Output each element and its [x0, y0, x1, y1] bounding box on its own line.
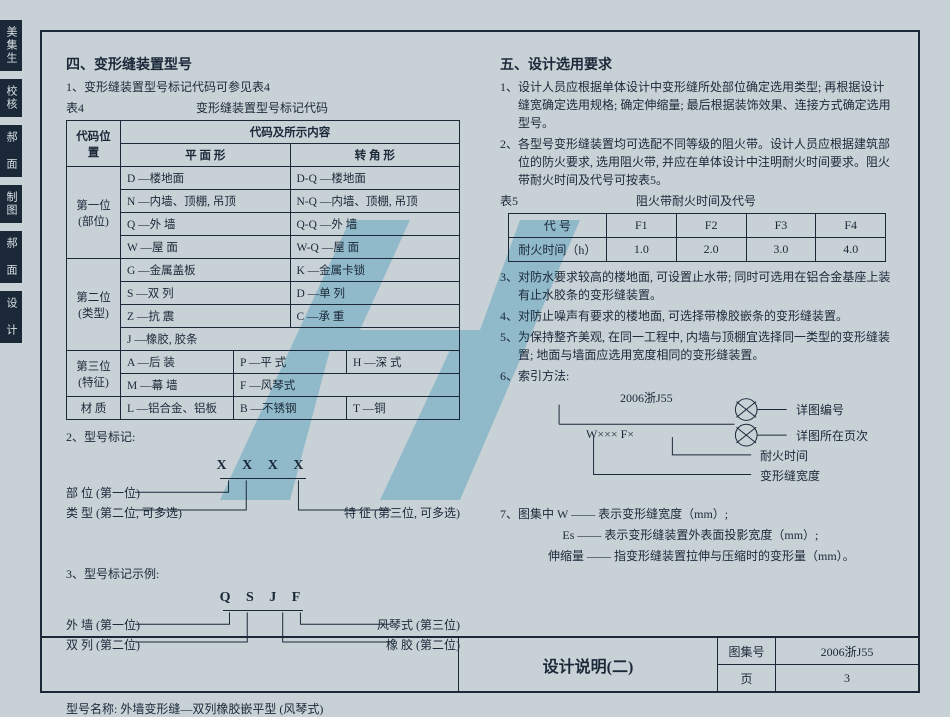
- right-column: 五、设计选用要求 1、设计人员应根据单体设计中变形缝所处部位确定选用类型; 再根…: [500, 50, 894, 628]
- table5-header-row: 表5 阻火带耐火时间及代号: [500, 192, 894, 210]
- side-tabs: 美集生 校核 郝 面 制图 郝 面 设 计: [0, 20, 40, 351]
- para-6: 6、索引方法:: [500, 367, 894, 385]
- page-label: 页: [718, 665, 776, 691]
- para-7c: 伸缩量 —— 指变形缝装置拉伸与压缩时的变形量（mm）。: [500, 547, 894, 565]
- side-tab: 郝 面: [0, 231, 22, 283]
- table-5: 代 号 F1 F2 F3 F4 耐火时间（h） 1.0 2.0 3.0 4.0: [508, 213, 886, 262]
- item-1: 1、变形缝装置型号标记代码可参见表4: [66, 78, 460, 96]
- sheet-title: 设计说明(二): [458, 638, 718, 691]
- para-7b: Es —— 表示变形缝装置外表面投影宽度（mm）;: [500, 526, 894, 544]
- table-4b: 第三位 (特征) A —后 装P —平 式H —深 式 M —幕 墙F —风琴式…: [66, 350, 460, 420]
- side-tab: 郝 面: [0, 125, 22, 177]
- example-caption: 型号名称: 外墙变形缝—双列橡胶嵌平型 (风琴式): [66, 700, 460, 717]
- set-value: 2006浙J55: [776, 638, 918, 664]
- set-label: 图集号: [718, 638, 776, 664]
- side-tab: 设 计: [0, 291, 22, 343]
- para-7a: 7、图集中 W —— 表示变形缝宽度（mm）;: [500, 505, 894, 523]
- anno-qsjf: Q S J F 外 墙 (第一位) 双 列 (第二位) 风琴式 (第三位) 橡 …: [66, 586, 460, 696]
- para-5: 5、为保持整齐美观, 在同一工程中, 内墙与顶棚宜选择同一类型的变形缝装置; 地…: [500, 328, 894, 364]
- page-value: 3: [776, 665, 918, 691]
- section-5-title: 五、设计选用要求: [500, 54, 894, 74]
- item-3: 3、型号标记示例:: [66, 565, 460, 583]
- side-tab: 美集生: [0, 20, 22, 71]
- left-column: 四、变形缝装置型号 1、变形缝装置型号标记代码可参见表4 表4 变形缝装置型号标…: [66, 50, 460, 628]
- para-1: 1、设计人员应根据单体设计中变形缝所处部位确定选用类型; 再根据设计缝宽确定选用…: [500, 78, 894, 132]
- table-4: 代码位置 代码及所示内容 平 面 形 转 角 形 第一位 (部位) D —楼地面…: [66, 120, 460, 351]
- side-tab: 制图: [0, 185, 22, 223]
- anno-xxxx: X X X X 部 位 (第一位) 类 型 (第二位, 可多选) 特 征 (第三…: [66, 452, 460, 562]
- section-4-title: 四、变形缝装置型号: [66, 54, 460, 74]
- item-2: 2、型号标记:: [66, 428, 460, 446]
- para-4: 4、对防止噪声有要求的楼地面, 可选择带橡胶嵌条的变形缝装置。: [500, 307, 894, 325]
- para-2: 2、各型号变形缝装置均可选配不同等级的阻火带。设计人员应根据建筑部位的防火要求,…: [500, 135, 894, 189]
- index-diagram: 2006浙J55 W××× F× 详图编号 详图所在页次 耐火时间 变形缝宽度: [500, 389, 894, 499]
- para-3: 3、对防水要求较高的楼地面, 可设置止水带; 同时可选用在铝合金基座上装有止水胶…: [500, 268, 894, 304]
- table4-header-row: 表4 变形缝装置型号标记代码: [66, 99, 460, 117]
- page-frame: 四、变形缝装置型号 1、变形缝装置型号标记代码可参见表4 表4 变形缝装置型号标…: [40, 30, 920, 693]
- side-tab: 校核: [0, 79, 22, 117]
